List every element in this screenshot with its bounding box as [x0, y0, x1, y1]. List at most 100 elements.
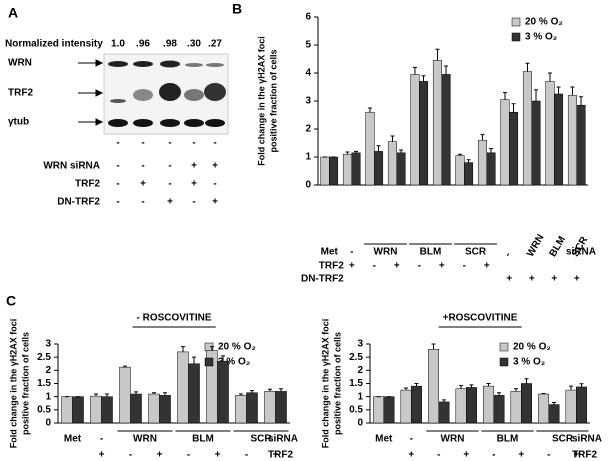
- row-label: +: [463, 450, 469, 461]
- band: [133, 89, 153, 101]
- row-label: -: [547, 450, 550, 461]
- error-bar: [444, 65, 449, 75]
- condition-sign: -: [116, 197, 119, 208]
- x-tick-label: BLM: [497, 434, 519, 445]
- bar: [419, 81, 429, 186]
- band: [159, 83, 181, 101]
- x-tick-label: -: [410, 434, 413, 445]
- y-tick-label: 1: [357, 391, 363, 402]
- bar: [177, 351, 189, 424]
- bar: [576, 386, 587, 424]
- error-bar: [525, 62, 530, 72]
- bar: [411, 385, 422, 424]
- row-name: TRF2: [572, 450, 597, 461]
- bar: [522, 71, 533, 186]
- error-bar: [459, 385, 464, 389]
- error-bar: [441, 399, 446, 402]
- error-bar: [238, 393, 243, 396]
- x-tick-label: WRN: [441, 434, 465, 445]
- error-bar: [390, 135, 395, 142]
- row-label: -: [245, 450, 248, 461]
- bar: [400, 389, 412, 424]
- error-bar: [209, 346, 214, 351]
- error-bar: [469, 384, 474, 388]
- row-label: +: [349, 261, 355, 272]
- band: [206, 63, 224, 67]
- row-label: +: [573, 450, 579, 461]
- x-tick-label: Met: [64, 434, 82, 445]
- legend-swatch: [511, 17, 521, 27]
- error-bar: [486, 383, 491, 387]
- row-name: TRF2: [268, 450, 293, 461]
- condition-sign: -: [192, 197, 195, 208]
- error-bar: [192, 356, 197, 364]
- y-axis-label: Fold change in the γH2AX foci: [256, 36, 266, 166]
- bar: [464, 162, 474, 186]
- x-tick-label: SCR: [250, 434, 272, 445]
- row-label: +: [574, 274, 580, 285]
- bar: [554, 93, 564, 186]
- legend-swatch: [204, 357, 214, 367]
- bar: [455, 155, 465, 186]
- bar: [565, 389, 577, 424]
- x-axis-label: siRNA: [572, 434, 602, 445]
- error-bar: [435, 48, 440, 61]
- x-tick-label: SCR: [465, 247, 487, 258]
- y-tick-label: 0.5: [37, 404, 51, 415]
- y-tick-label: 2.5: [349, 352, 363, 363]
- row-label: -: [492, 450, 495, 461]
- bar: [576, 104, 586, 186]
- intensity-value: .27: [208, 39, 222, 50]
- bar: [466, 387, 477, 424]
- lane-mark: -: [213, 138, 216, 149]
- y-axis-label: positive fraction of cells: [332, 332, 342, 435]
- bar: [500, 99, 510, 186]
- lane-mark: -: [116, 138, 119, 149]
- bar: [432, 60, 443, 186]
- bar: [130, 393, 142, 424]
- condition-name: WRN siRNA: [43, 161, 100, 172]
- tub-bands: [108, 119, 225, 127]
- y-axis-label: positive fraction of cells: [20, 332, 30, 435]
- bar: [521, 383, 532, 424]
- bar: [90, 395, 102, 424]
- y-tick-label: 2: [45, 365, 51, 376]
- intensity-value: .96: [136, 39, 150, 50]
- band: [204, 83, 226, 101]
- error-bar: [511, 103, 516, 113]
- condition-sign: -: [213, 179, 216, 190]
- error-bar: [105, 393, 110, 397]
- condition-name: DN-TRF2: [57, 197, 100, 208]
- row-label: +: [215, 450, 221, 461]
- error-bar: [345, 151, 350, 155]
- condition-name: TRF2: [75, 179, 100, 190]
- row-label: +: [273, 450, 279, 461]
- error-bar: [151, 392, 156, 395]
- y-tick-label: 6: [305, 12, 311, 23]
- legend-label: 20 % O₂: [218, 342, 256, 353]
- bar: [548, 404, 560, 424]
- error-bar: [122, 365, 127, 368]
- error-bar: [514, 388, 519, 392]
- y-axis-label: positive fraction of cells: [268, 49, 278, 152]
- bar: [428, 349, 439, 424]
- condition-sign: -: [141, 197, 144, 208]
- condition-sign: -: [168, 179, 171, 190]
- error-bar: [547, 72, 552, 82]
- error-bar: [279, 388, 284, 392]
- band: [108, 61, 128, 67]
- error-bar: [579, 383, 584, 387]
- band: [184, 119, 204, 127]
- band-label: γtub: [8, 117, 29, 128]
- bar: [275, 391, 287, 424]
- panel-label: C: [6, 293, 16, 309]
- error-bar: [579, 96, 584, 106]
- bar: [438, 401, 450, 424]
- y-tick-label: 2: [357, 365, 363, 376]
- row-name: DN-TRF2: [301, 274, 344, 285]
- error-bar: [221, 355, 226, 362]
- bar: [545, 81, 555, 186]
- condition-sign: +: [191, 179, 197, 190]
- row-label: +: [529, 274, 535, 285]
- bar: [61, 396, 73, 424]
